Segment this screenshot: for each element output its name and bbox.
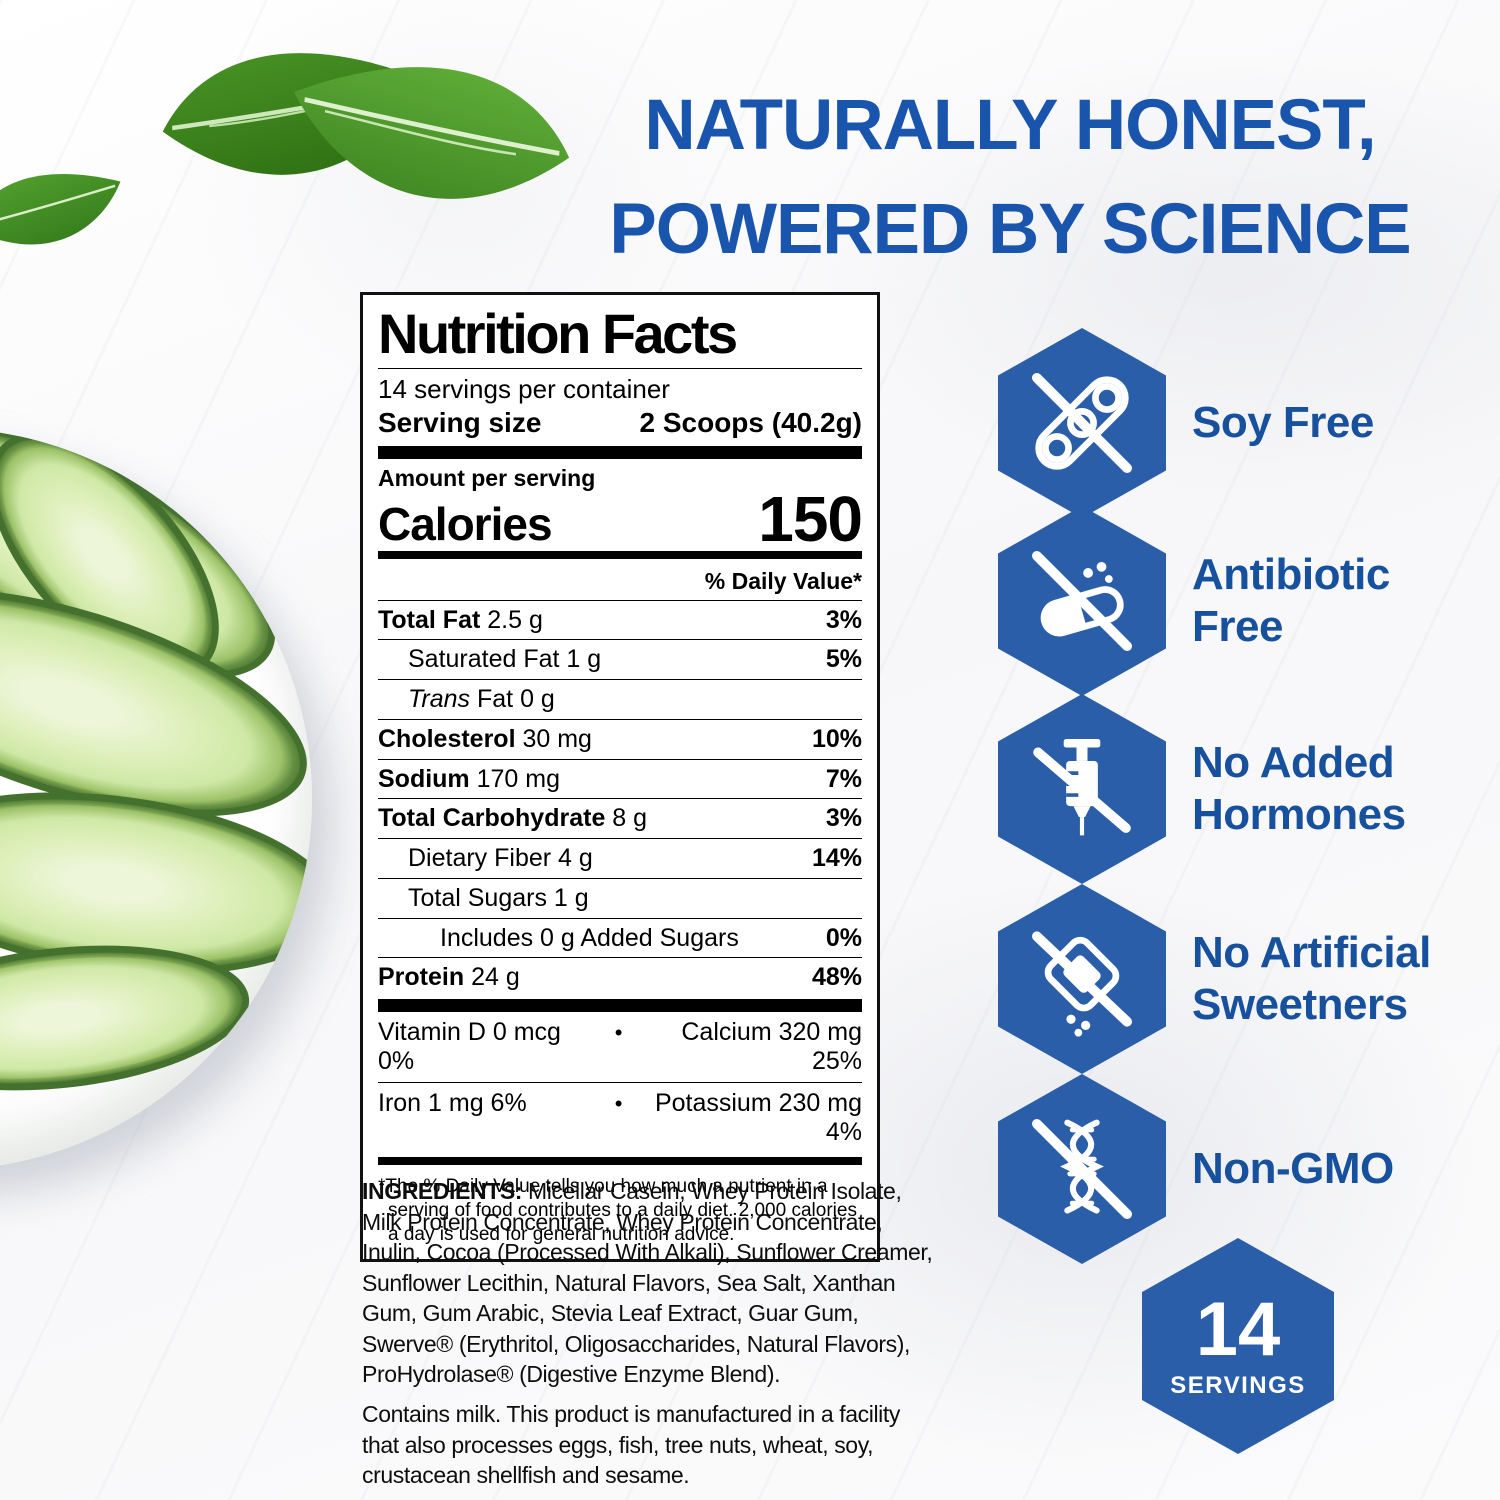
micronutrient-row-2: Iron 1 mg 6% • Potassium 230 mg 4% (378, 1082, 862, 1153)
headline-line-1: NATURALLY HONEST, (644, 86, 1376, 165)
badge-label: Non-GMO (1192, 1144, 1394, 1194)
badge-non-gmo: Non-GMO (998, 1074, 1394, 1264)
nutrient-row-sodium: Sodium 170 mg 7% (378, 758, 862, 799)
badge-no-added-hormones: No Added Hormones (998, 694, 1406, 884)
nutrient-row-trans-fat: Trans Fat 0 g (378, 679, 862, 719)
crossed-syringe-icon (1033, 738, 1131, 836)
servings-count-badge: 14 SERVINGS (1142, 1238, 1334, 1454)
badge-no-artificial-sweetners: No Artificial Sweetners (998, 884, 1431, 1074)
nutrient-row-saturated-fat: Saturated Fat 1 g 5% (378, 639, 862, 679)
basil-leaf-right (294, 67, 570, 199)
crossed-soybean-icon (1031, 372, 1133, 474)
nutrition-facts-title: Nutrition Facts (378, 305, 862, 370)
hexagon (998, 884, 1166, 1074)
badge-label: Soy Free (1192, 398, 1374, 448)
servings-word: SERVINGS (1170, 1372, 1306, 1399)
ingredients-paragraph: INGREDIENTS: Micellar Casein, Whey Prote… (362, 1178, 933, 1388)
ingredients-section: INGREDIENTS: Micellar Casein, Whey Prote… (362, 1176, 940, 1500)
allergen-statement: Contains milk. This product is manufactu… (362, 1401, 900, 1489)
hexagon (998, 694, 1166, 884)
serving-size-label: Serving size (378, 407, 542, 439)
badge-antibiotic-free: Antibiotic Free (998, 506, 1390, 696)
hexagon (998, 328, 1166, 518)
badge-soy-free: Soy Free (998, 328, 1374, 518)
bullet-separator: • (614, 1020, 623, 1045)
badge-label: Antibiotic Free (1192, 550, 1390, 651)
ingredients-lead: INGREDIENTS: (362, 1178, 523, 1204)
nutrient-row-protein: Protein 24 g 48% (378, 957, 862, 997)
nutrient-row-total-carbohydrate: Total Carbohydrate 8 g 3% (378, 798, 862, 838)
headline-line-2: POWERED BY SCIENCE (609, 189, 1411, 269)
crossed-dna-icon (1031, 1118, 1133, 1220)
divider-bar (378, 1157, 862, 1165)
hexagon (998, 506, 1166, 696)
badge-label: No Added Hormones (1192, 738, 1406, 839)
divider-bar (378, 999, 862, 1012)
nutrient-row-cholesterol: Cholesterol 30 mg 10% (378, 718, 862, 759)
servings-per-container: 14 servings per container (378, 374, 670, 405)
calories-value: 150 (758, 483, 863, 556)
daily-value-footnote: *The % Daily Value tells you how much a … (378, 1176, 857, 1246)
calories-row: Calories 150 (378, 483, 863, 556)
bullet-separator: • (614, 1091, 623, 1116)
nutrient-row-total-fat: Total Fat 2.5 g 3% (378, 605, 862, 634)
divider-bar (378, 550, 862, 559)
serving-size-value: 2 Scoops (40.2g) (639, 407, 862, 439)
nutrient-row-total-sugars: Total Sugars 1 g (378, 877, 862, 918)
badge-label: No Artificial Sweetners (1192, 928, 1431, 1029)
nutrient-row-dietary-fiber: Dietary Fiber 4 g 14% (378, 838, 862, 878)
daily-value-header: % Daily Value* (378, 563, 862, 601)
hexagon (998, 1074, 1166, 1264)
basil-leaf-small (0, 174, 121, 245)
plate-with-cucumber-photo (0, 428, 312, 1170)
divider-bar (378, 446, 862, 460)
servings-number: 14 (1195, 1287, 1281, 1372)
nutrient-row-added-sugars: Includes 0 g Added Sugars 0% (378, 917, 862, 958)
crossed-sweetener-packet-icon (1031, 931, 1133, 1037)
serving-size-row: Serving size 2 Scoops (40.2g) (378, 407, 862, 446)
amount-per-serving: Amount per serving (378, 465, 596, 492)
headline: NATURALLY HONEST, POWERED BY SCIENCE (560, 74, 1460, 281)
nutrition-facts-label: Nutrition Facts 14 servings per containe… (360, 292, 880, 1263)
crossed-pill-icon (1031, 550, 1133, 652)
calories-label: Calories (378, 497, 553, 550)
micronutrient-row-1: Vitamin D 0 mcg 0% • Calcium 320 mg 25% (378, 1018, 862, 1075)
